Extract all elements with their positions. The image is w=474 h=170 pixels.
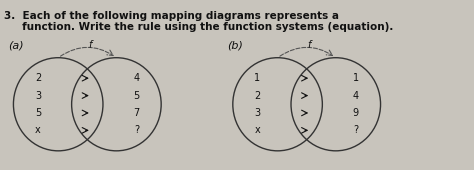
- Text: function. Write the rule using the function systems (equation).: function. Write the rule using the funct…: [4, 22, 393, 32]
- Text: f: f: [308, 40, 311, 50]
- Text: ?: ?: [353, 125, 358, 135]
- Text: 9: 9: [353, 108, 359, 118]
- Text: 5: 5: [35, 108, 41, 118]
- Text: 7: 7: [133, 108, 140, 118]
- Text: 1: 1: [255, 73, 261, 83]
- Text: (b): (b): [227, 40, 243, 50]
- Text: 3: 3: [35, 91, 41, 101]
- Text: x: x: [255, 125, 260, 135]
- Text: 5: 5: [133, 91, 140, 101]
- Text: 2: 2: [255, 91, 261, 101]
- Text: 4: 4: [353, 91, 359, 101]
- Text: (a): (a): [8, 40, 23, 50]
- Text: 4: 4: [134, 73, 140, 83]
- Text: x: x: [35, 125, 41, 135]
- Text: ?: ?: [134, 125, 139, 135]
- Text: 3.  Each of the following mapping diagrams represents a: 3. Each of the following mapping diagram…: [4, 11, 339, 21]
- Text: 2: 2: [35, 73, 41, 83]
- Text: f: f: [89, 40, 92, 50]
- Text: 1: 1: [353, 73, 359, 83]
- Text: 3: 3: [255, 108, 261, 118]
